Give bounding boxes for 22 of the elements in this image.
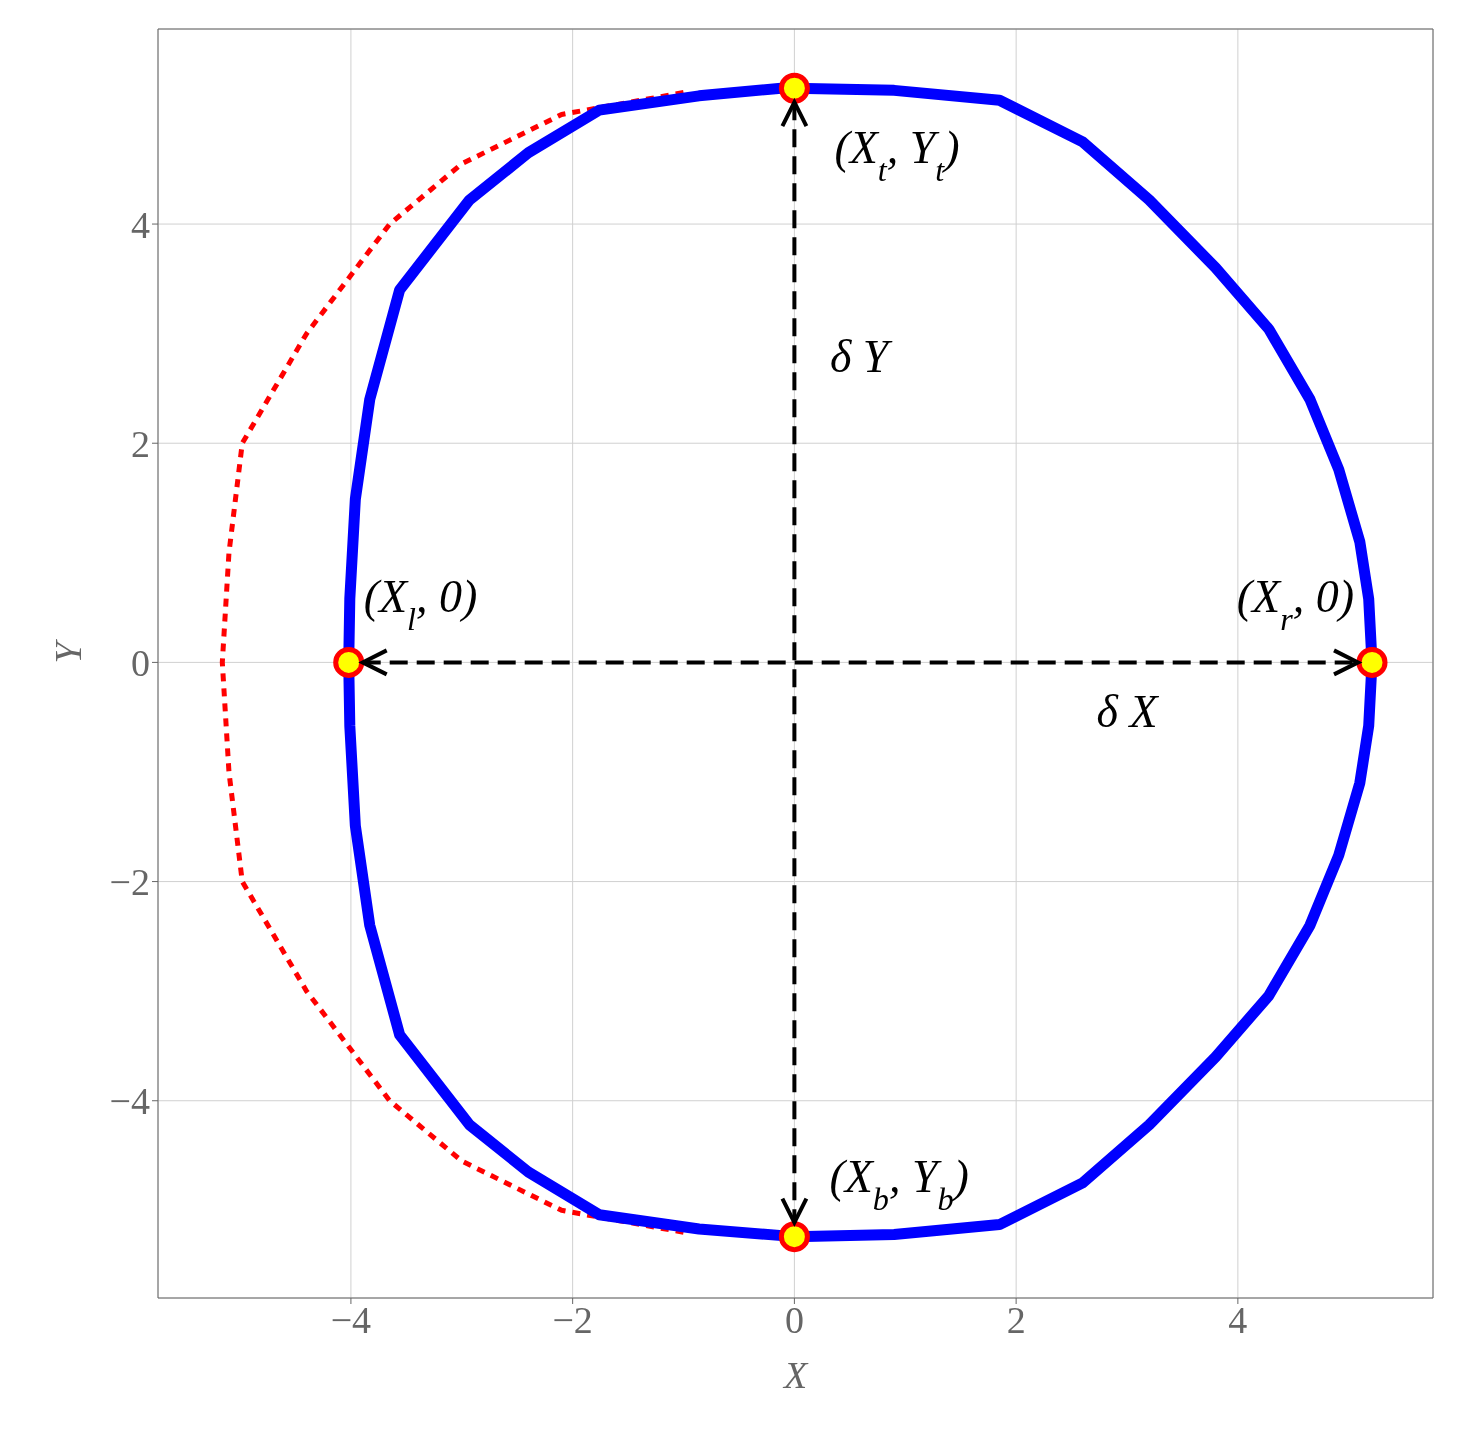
x-tick-label: 0 <box>784 1298 804 1341</box>
y-tick-label: 0 <box>131 641 150 684</box>
annotation: δ X <box>1096 685 1160 737</box>
x-tick-label: 2 <box>1006 1298 1026 1341</box>
y-tick-label: −2 <box>109 861 150 904</box>
x-tick-label: −4 <box>330 1298 372 1341</box>
y-axis-title: Y <box>47 638 90 664</box>
annotation: (X$_{b}$, Y$_{b}$) <box>829 1150 969 1217</box>
x-tick-label: −2 <box>552 1298 593 1341</box>
y-tick-label: −4 <box>109 1080 150 1123</box>
annotation: (X$_{l}$, 0) <box>363 571 478 638</box>
x-axis-title: X <box>781 1354 809 1396</box>
point <box>778 72 810 104</box>
y-tick-label: 2 <box>131 422 150 465</box>
x-tick-label: 4 <box>1228 1298 1248 1341</box>
annotation: (X$_{t}$, Y$_{t}$) <box>834 122 960 189</box>
annotation: δ Y <box>829 330 893 382</box>
annotation: (X$_{r}$, 0) <box>1236 571 1355 638</box>
point <box>333 646 365 678</box>
y-tick-label: 4 <box>131 203 150 246</box>
point <box>1356 646 1388 678</box>
point <box>778 1221 810 1253</box>
